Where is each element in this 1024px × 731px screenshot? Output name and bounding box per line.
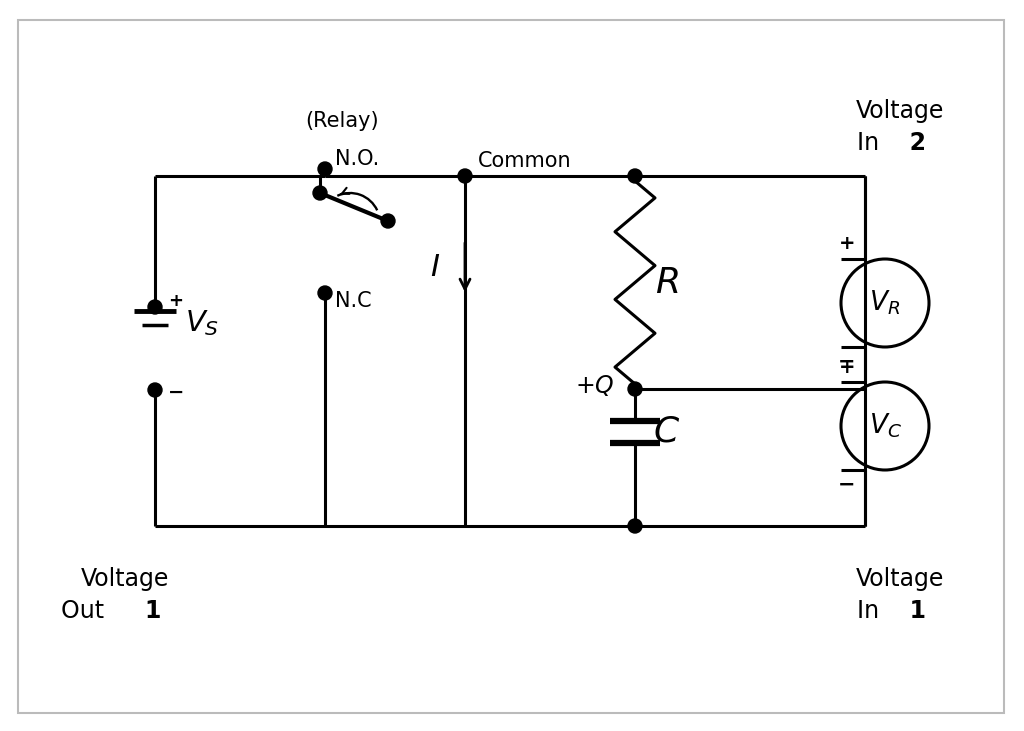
Text: +: + (168, 292, 183, 310)
Text: −: − (168, 382, 184, 401)
Text: Out: Out (61, 599, 112, 623)
Text: 2: 2 (890, 131, 926, 155)
Circle shape (318, 162, 332, 176)
Text: $V_R$: $V_R$ (869, 289, 900, 317)
Text: In: In (857, 131, 887, 155)
Text: −: − (839, 352, 856, 372)
Text: +: + (839, 357, 855, 376)
FancyBboxPatch shape (18, 20, 1004, 713)
Text: N.C: N.C (335, 291, 372, 311)
Text: $V_C$: $V_C$ (868, 412, 901, 440)
Text: −: − (839, 475, 856, 495)
Text: In: In (857, 599, 887, 623)
Circle shape (628, 382, 642, 396)
Text: $I$: $I$ (430, 253, 440, 282)
Text: Voltage: Voltage (856, 99, 944, 123)
Circle shape (148, 383, 162, 397)
Text: +: + (839, 235, 855, 254)
Circle shape (148, 300, 162, 314)
Circle shape (458, 169, 472, 183)
Circle shape (628, 169, 642, 183)
Text: Voltage: Voltage (856, 567, 944, 591)
Text: $+Q$: $+Q$ (575, 373, 614, 398)
Circle shape (381, 214, 395, 228)
Text: N.O.: N.O. (335, 149, 379, 169)
Text: $C$: $C$ (653, 415, 680, 449)
Text: $V_S$: $V_S$ (185, 308, 219, 338)
Text: $R$: $R$ (655, 265, 679, 300)
Text: (Relay): (Relay) (305, 111, 379, 131)
Circle shape (318, 286, 332, 300)
Text: Voltage: Voltage (81, 567, 169, 591)
Text: 1: 1 (112, 599, 162, 623)
Circle shape (628, 519, 642, 533)
Text: 1: 1 (890, 599, 926, 623)
Text: Common: Common (478, 151, 571, 171)
Circle shape (313, 186, 327, 200)
